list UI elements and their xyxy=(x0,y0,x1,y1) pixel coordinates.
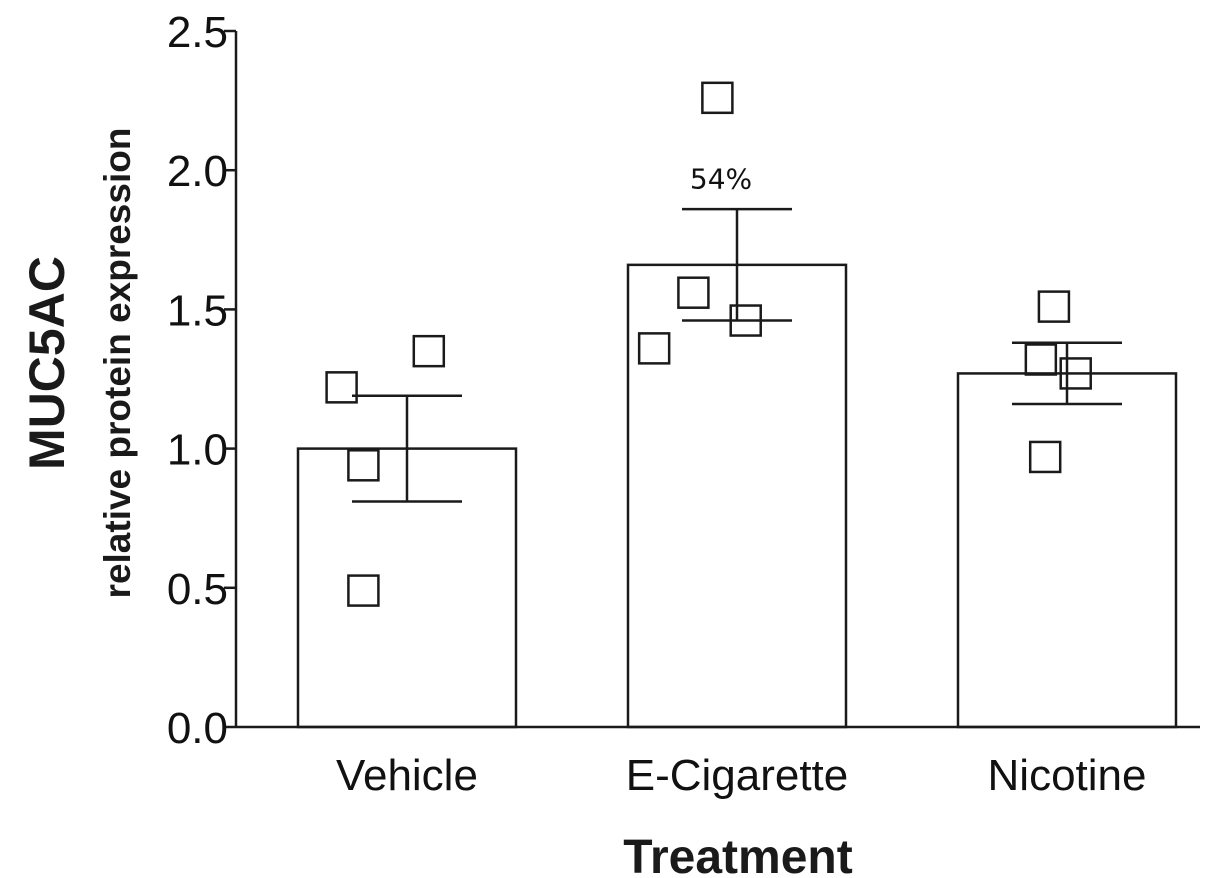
axes xyxy=(234,31,1200,729)
y-axis-label-group: MUC5AC relative protein expression xyxy=(19,128,138,599)
bar xyxy=(626,263,848,729)
y-tick-label: 0.5 xyxy=(167,565,228,614)
y-axis-sublabel: relative protein expression xyxy=(97,128,138,599)
data-point xyxy=(412,334,446,368)
data-point xyxy=(347,449,380,482)
data-point xyxy=(325,371,358,404)
y-tick-label: 1.0 xyxy=(167,426,228,475)
category-labels: Vehicle E-Cigarette Nicotine xyxy=(336,751,1146,800)
data-point xyxy=(729,304,762,337)
data-points xyxy=(325,81,1092,607)
y-tick-label: 0.0 xyxy=(167,704,228,753)
data-point xyxy=(1037,290,1071,323)
bar xyxy=(956,372,1178,729)
error-bars xyxy=(352,207,1122,503)
x-axis-label: Treatment xyxy=(623,831,852,878)
data-point xyxy=(701,81,734,115)
category-label: Vehicle xyxy=(336,751,478,800)
annotation-label: 54% xyxy=(690,163,752,196)
y-ticks: 0.0 0.5 1.0 1.5 2.0 2.5 xyxy=(167,8,236,753)
y-tick-label: 2.0 xyxy=(167,147,228,196)
data-point xyxy=(347,574,380,607)
y-axis-label: MUC5AC xyxy=(19,256,75,470)
data-point xyxy=(1028,440,1062,474)
y-tick-label: 1.5 xyxy=(167,286,228,335)
bars xyxy=(296,263,1178,729)
data-point xyxy=(1059,357,1092,390)
data-point xyxy=(637,332,671,365)
y-tick-label: 2.5 xyxy=(167,8,228,57)
annotations: 54% xyxy=(690,163,752,196)
category-label: Nicotine xyxy=(988,751,1147,800)
category-label: E-Cigarette xyxy=(626,751,849,800)
data-point xyxy=(677,276,710,309)
data-point xyxy=(1024,343,1058,376)
